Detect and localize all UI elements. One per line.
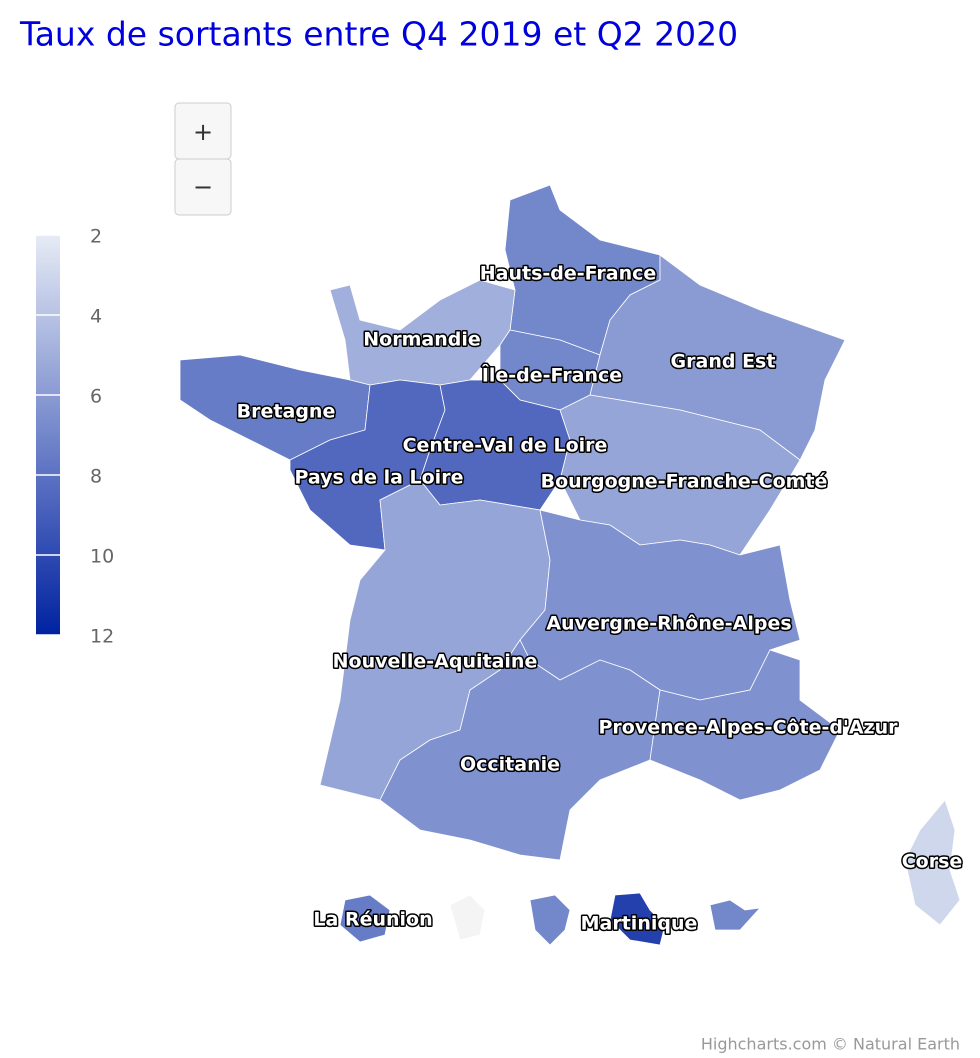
region [529,894,571,946]
zoom-controls: + − [174,102,232,216]
region-label: Martinique [581,913,698,935]
color-axis-label: 10 [90,546,114,568]
color-axis-label: 8 [90,466,102,488]
color-axis-label: 4 [90,306,102,328]
region-label: Corse [902,851,963,873]
color-axis-label: 2 [90,226,102,248]
zoom-in-label[interactable]: + [193,118,213,146]
region [379,639,661,861]
region [609,892,666,946]
chart-title: Taux de sortants entre Q4 2019 et Q2 202… [19,15,738,54]
region-label: Occitanie [460,754,560,776]
region-label: Normandie [363,329,480,351]
region [339,894,391,943]
region-label: Bourgogne-Franche-Comté [541,471,828,493]
region-label: Auvergne-Rhône-Alpes [546,613,791,635]
zoom-out-label[interactable]: − [193,173,213,201]
region-label: Bretagne [237,401,336,423]
color-axis-label: 6 [90,386,102,408]
region-label: Grand Est [671,351,776,373]
zoom-out-button[interactable] [174,158,232,216]
region [649,649,841,801]
region [449,894,486,941]
region-label: Île-de-France [482,364,622,387]
color-axis [36,235,60,635]
region-label: Centre-Val de Loire [403,435,608,457]
region [419,379,571,511]
region [904,799,961,926]
region-label: Provence-Alpes-Côte-d'Azur [598,717,898,739]
region-label: Nouvelle-Aquitaine [333,651,538,673]
regions [179,184,961,946]
region-label: Pays de la Loire [295,467,464,489]
color-axis-label: 12 [90,626,114,648]
region [709,899,762,931]
credits[interactable]: Highcharts.com © Natural Earth [701,1035,960,1054]
region-label: La Réunion [313,909,432,931]
region-label: Hauts-de-France [480,263,657,285]
